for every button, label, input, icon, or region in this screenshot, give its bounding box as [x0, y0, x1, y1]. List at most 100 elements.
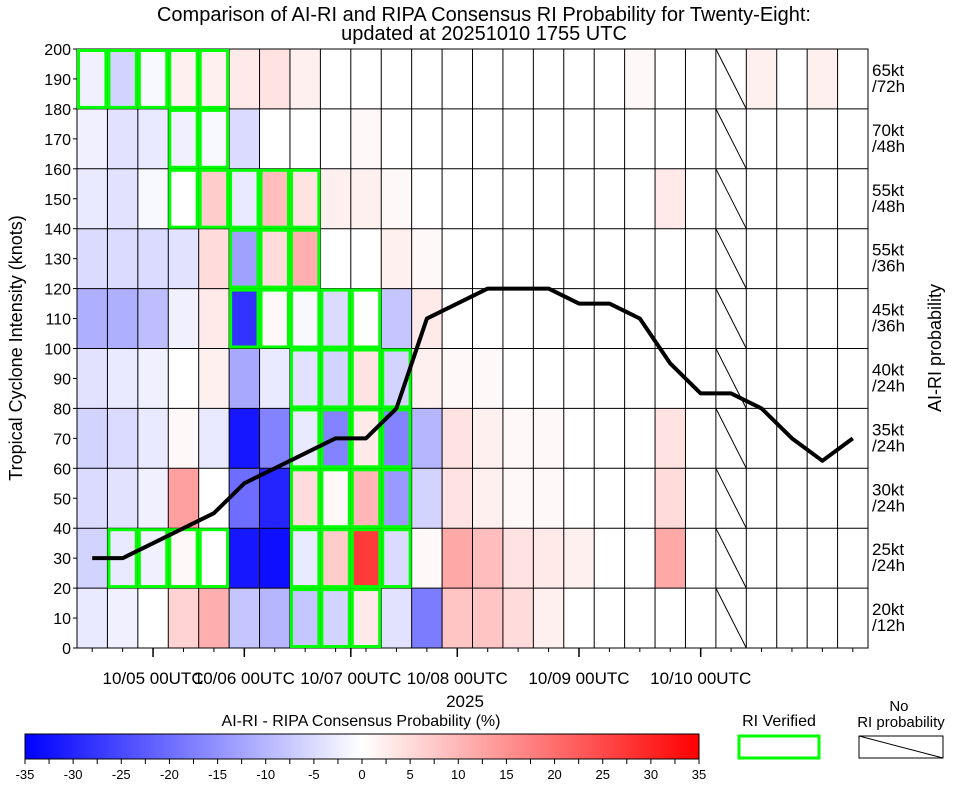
prob-cell — [198, 408, 230, 469]
y-tick-label: 30 — [53, 551, 71, 568]
prob-cell — [685, 528, 716, 589]
prob-cell — [807, 528, 838, 589]
prob-cell — [168, 408, 199, 469]
prob-cell — [77, 168, 108, 229]
x-tick-label: 10/08 00UTC — [407, 669, 508, 688]
prob-cell — [472, 108, 503, 169]
prob-cell — [807, 168, 838, 229]
prob-cell — [472, 588, 503, 648]
prob-cell — [289, 228, 321, 289]
prob-cell — [289, 468, 321, 529]
threshold-label: 20kt/12h — [872, 600, 905, 635]
prob-cell — [685, 49, 716, 109]
prob-cell — [381, 168, 412, 229]
ri-verified-legend-box — [737, 734, 821, 760]
prob-cell — [563, 588, 595, 648]
prob-cell — [746, 528, 777, 589]
prob-cell — [624, 168, 656, 229]
ri-verified-box — [289, 228, 321, 289]
ri-verified-box — [168, 168, 199, 229]
prob-cell — [350, 588, 382, 648]
prob-cell — [685, 288, 716, 349]
ri-verified-box — [289, 588, 321, 648]
prob-cell — [594, 348, 625, 409]
prob-cell — [350, 528, 382, 589]
prob-cell — [198, 528, 230, 589]
prob-cell — [776, 288, 808, 349]
prob-cell — [350, 49, 382, 109]
x-tick-label: 10/10 00UTC — [650, 669, 751, 688]
y-tick-label: 80 — [53, 401, 71, 418]
prob-cell — [807, 468, 838, 529]
prob-cell — [746, 49, 777, 109]
ri-verified-box — [229, 168, 260, 229]
prob-cell — [502, 468, 534, 529]
prob-cell — [107, 348, 138, 409]
prob-cell — [807, 348, 838, 409]
x-tick-label: 10/06 00UTC — [194, 669, 295, 688]
prob-cell — [624, 348, 656, 409]
prob-cell — [320, 528, 351, 589]
prob-cell — [837, 228, 868, 289]
prob-cell — [533, 408, 564, 469]
prob-cell — [624, 528, 656, 589]
prob-cell — [442, 528, 473, 589]
y-tick-label: 40 — [53, 521, 71, 538]
prob-cell — [350, 108, 382, 169]
prob-cell — [289, 168, 321, 229]
prob-cell — [168, 288, 199, 349]
prob-cell — [594, 108, 625, 169]
prob-cell — [289, 49, 321, 109]
prob-cell — [198, 288, 230, 349]
ri-verified-box — [77, 49, 108, 109]
prob-cell — [168, 108, 199, 169]
no-ri-slash — [715, 168, 747, 229]
prob-cell — [472, 288, 503, 349]
prob-cell — [320, 288, 351, 349]
ri-verified-box — [350, 528, 382, 589]
threshold-label: 55kt/48h — [872, 181, 905, 216]
prob-cell — [320, 468, 351, 529]
prob-cell — [411, 228, 443, 289]
prob-cell — [776, 528, 808, 589]
prob-cell — [624, 588, 656, 648]
threshold-label: 40kt/24h — [872, 360, 905, 395]
prob-cell — [137, 49, 169, 109]
prob-cell — [685, 108, 716, 169]
prob-cell — [442, 468, 473, 529]
prob-cell — [198, 168, 230, 229]
prob-cell — [107, 288, 138, 349]
prob-cell — [594, 168, 625, 229]
prob-cell — [229, 49, 260, 109]
prob-cell — [746, 288, 777, 349]
prob-cell — [289, 108, 321, 169]
ri-verified-box — [320, 468, 351, 529]
prob-cell — [502, 108, 534, 169]
ri-verified-box — [320, 288, 351, 349]
prob-cell — [502, 288, 534, 349]
prob-cell — [594, 408, 625, 469]
prob-cell — [563, 348, 595, 409]
prob-cell — [259, 288, 290, 349]
prob-cell — [655, 588, 686, 648]
x-tick-label: 10/05 00UTC — [102, 669, 203, 688]
prob-cell — [198, 228, 230, 289]
prob-cell — [381, 588, 412, 648]
prob-cell — [289, 528, 321, 589]
ri-verified-box — [229, 228, 260, 289]
prob-cell — [411, 108, 443, 169]
prob-cell — [77, 348, 108, 409]
y-axis-ticks: 0 10 20 30 40 50 60 70 80 90 100 110 120 130 140 150 160… — [44, 42, 77, 658]
prob-cell — [837, 168, 868, 229]
prob-cell — [411, 168, 443, 229]
prob-cell — [655, 348, 686, 409]
x-axis-label: 2025 — [446, 692, 484, 711]
ri-verified-box — [107, 49, 138, 109]
prob-cell — [563, 528, 595, 589]
prob-cell — [685, 408, 716, 469]
chart-subtitle: updated at 20251010 1755 UTC — [341, 23, 627, 45]
ri-verified-box — [259, 288, 290, 349]
colorbar-tick-label: -30 — [64, 767, 83, 782]
threshold-label: 45kt/36h — [872, 301, 905, 336]
